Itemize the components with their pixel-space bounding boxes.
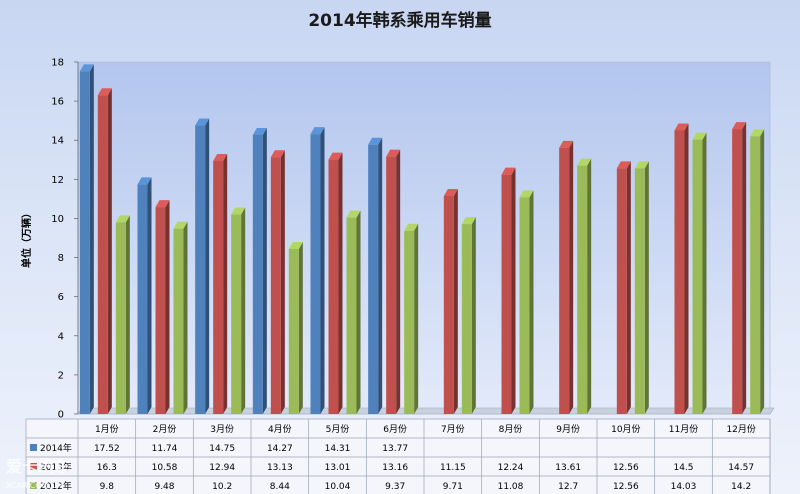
- data-label: 13.13: [267, 463, 293, 473]
- data-label: 13.01: [325, 463, 351, 473]
- watermark-sub: XCAR.COM.CN: [6, 481, 63, 490]
- bar: [732, 122, 747, 414]
- x-tick-label: 7月份: [441, 423, 465, 435]
- x-tick-label: 8月份: [499, 423, 523, 435]
- x-tick-label: 1月份: [95, 423, 119, 435]
- data-label: 14.27: [267, 444, 293, 454]
- y-tick-label: 16: [51, 97, 64, 108]
- watermark-main: 爱卡汽车: [6, 457, 70, 476]
- bar: [692, 132, 707, 414]
- x-tick-label: 2月份: [153, 423, 177, 435]
- data-label: 10.04: [325, 482, 351, 492]
- legend-swatch: [30, 463, 37, 470]
- bar: [288, 241, 303, 414]
- bar: [519, 190, 534, 414]
- bar: [404, 223, 419, 414]
- data-table: 1月份 2月份 3月份 4月份 5月份 6月份 7月份 8月份 9月份 10月份 11月份 12月份 2…: [25, 418, 771, 494]
- y-axis-label: 单位（万辆）: [20, 208, 33, 268]
- bar: [559, 140, 574, 415]
- bar: [346, 210, 361, 414]
- data-label: 10.2: [212, 482, 232, 492]
- bar: [252, 127, 267, 415]
- bar: [368, 137, 383, 414]
- x-tick-label: 11月份: [669, 423, 698, 435]
- y-tick-label: 14: [51, 136, 64, 147]
- data-label: 12.56: [613, 482, 639, 492]
- data-label: 14.5: [673, 463, 693, 473]
- legend-label: 2014年: [40, 442, 72, 454]
- bar: [310, 127, 325, 414]
- legend-swatch: [30, 482, 37, 489]
- data-label: 9.8: [100, 482, 115, 492]
- y-tick-label: 6: [58, 292, 64, 303]
- x-tick-label: 4月份: [268, 423, 292, 435]
- data-label: 16.3: [97, 463, 117, 473]
- data-label: 11.15: [440, 463, 466, 473]
- bar: [97, 88, 112, 414]
- data-label: 14.03: [671, 482, 697, 492]
- bar: [443, 188, 458, 414]
- y-tick-label: 18: [51, 58, 64, 69]
- bar: [155, 200, 170, 414]
- bar: [137, 177, 152, 414]
- table-frame: [25, 418, 771, 494]
- data-label: 14.31: [325, 444, 351, 454]
- data-label: 14.75: [209, 444, 235, 454]
- bar: [461, 217, 476, 414]
- bar: [231, 207, 246, 414]
- x-tick-label: 9月份: [556, 423, 580, 435]
- data-label: 9.71: [443, 482, 463, 492]
- bar: [577, 158, 592, 414]
- bar: [501, 167, 516, 414]
- y-tick-label: 4: [58, 331, 64, 342]
- data-label: 13.77: [382, 444, 408, 454]
- x-tick-label: 5月份: [326, 423, 350, 435]
- data-label: 14.2: [731, 482, 751, 492]
- data-label: 12.7: [558, 482, 578, 492]
- legend-label: 2012年: [40, 480, 72, 492]
- bar: [750, 129, 765, 415]
- data-label: 13.16: [382, 463, 408, 473]
- y-tick-label: 0: [58, 410, 64, 421]
- bar: [328, 152, 343, 415]
- watermark-logo: 爱卡汽车 XCAR.COM.CN: [6, 457, 70, 490]
- legend-label: 2013年: [40, 461, 72, 473]
- legend-swatch: [30, 444, 37, 451]
- bar: [213, 153, 228, 414]
- bar: [115, 215, 130, 414]
- data-label: 17.52: [94, 444, 120, 454]
- x-tick-label: 10月份: [611, 423, 640, 435]
- bar: [674, 123, 689, 414]
- bar: [634, 161, 649, 414]
- data-label: 8.44: [270, 482, 290, 492]
- data-label: 14.57: [728, 463, 754, 473]
- y-tick-label: 12: [51, 175, 64, 186]
- y-axis: 0 2 4 6 8 10 12 14 16 18 单位（万辆）: [20, 58, 79, 421]
- y-tick-label: 10: [51, 214, 64, 225]
- x-tick-label: 3月份: [210, 423, 234, 435]
- bar: [270, 150, 285, 415]
- y-tick-label: 2: [58, 370, 64, 381]
- x-tick-label: 12月份: [726, 423, 755, 435]
- data-label: 12.56: [613, 463, 639, 473]
- data-label: 12.94: [209, 463, 235, 473]
- y-tick-label: 8: [58, 253, 64, 264]
- bar: [195, 118, 210, 415]
- bars: [79, 64, 765, 415]
- bar: [173, 221, 188, 414]
- data-label: 9.48: [154, 482, 174, 492]
- x-tick-label: 6月份: [383, 423, 407, 435]
- bar: [386, 149, 401, 414]
- chart-title: 2014年韩系乘用车销量: [308, 10, 491, 31]
- data-label: 11.08: [498, 482, 524, 492]
- data-label: 12.24: [498, 463, 524, 473]
- bar: [79, 64, 94, 415]
- data-label: 11.74: [152, 444, 178, 454]
- bar: [616, 161, 631, 414]
- data-label: 13.61: [555, 463, 581, 473]
- data-label: 10.58: [152, 463, 178, 473]
- data-label: 9.37: [385, 482, 405, 492]
